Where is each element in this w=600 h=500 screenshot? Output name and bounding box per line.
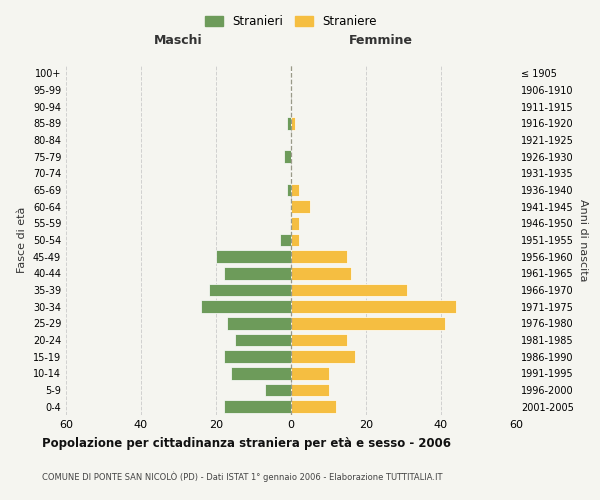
Text: Maschi: Maschi	[154, 34, 203, 48]
Bar	[291, 367, 329, 380]
Bar	[291, 317, 445, 330]
Bar	[231, 367, 291, 380]
Legend: Stranieri, Straniere: Stranieri, Straniere	[202, 12, 380, 32]
Y-axis label: Fasce di età: Fasce di età	[17, 207, 27, 273]
Bar	[291, 184, 299, 196]
Bar	[291, 250, 347, 263]
Bar	[223, 350, 291, 363]
Bar	[291, 117, 295, 130]
Bar	[291, 334, 347, 346]
Bar	[291, 350, 355, 363]
Bar	[287, 117, 291, 130]
Bar	[291, 400, 336, 413]
Bar	[291, 284, 407, 296]
Bar	[291, 267, 351, 280]
Bar	[201, 300, 291, 313]
Bar	[223, 400, 291, 413]
Bar	[280, 234, 291, 246]
Bar	[291, 200, 310, 213]
Bar	[209, 284, 291, 296]
Bar	[235, 334, 291, 346]
Bar	[216, 250, 291, 263]
Bar	[227, 317, 291, 330]
Bar	[284, 150, 291, 163]
Bar	[291, 234, 299, 246]
Text: Popolazione per cittadinanza straniera per età e sesso - 2006: Popolazione per cittadinanza straniera p…	[42, 438, 451, 450]
Bar	[291, 300, 456, 313]
Text: COMUNE DI PONTE SAN NICOLÒ (PD) - Dati ISTAT 1° gennaio 2006 - Elaborazione TUTT: COMUNE DI PONTE SAN NICOLÒ (PD) - Dati I…	[42, 472, 443, 482]
Bar	[265, 384, 291, 396]
Bar	[223, 267, 291, 280]
Bar	[291, 217, 299, 230]
Bar	[287, 184, 291, 196]
Y-axis label: Anni di nascita: Anni di nascita	[578, 198, 587, 281]
Text: Femmine: Femmine	[349, 34, 413, 48]
Bar	[291, 384, 329, 396]
